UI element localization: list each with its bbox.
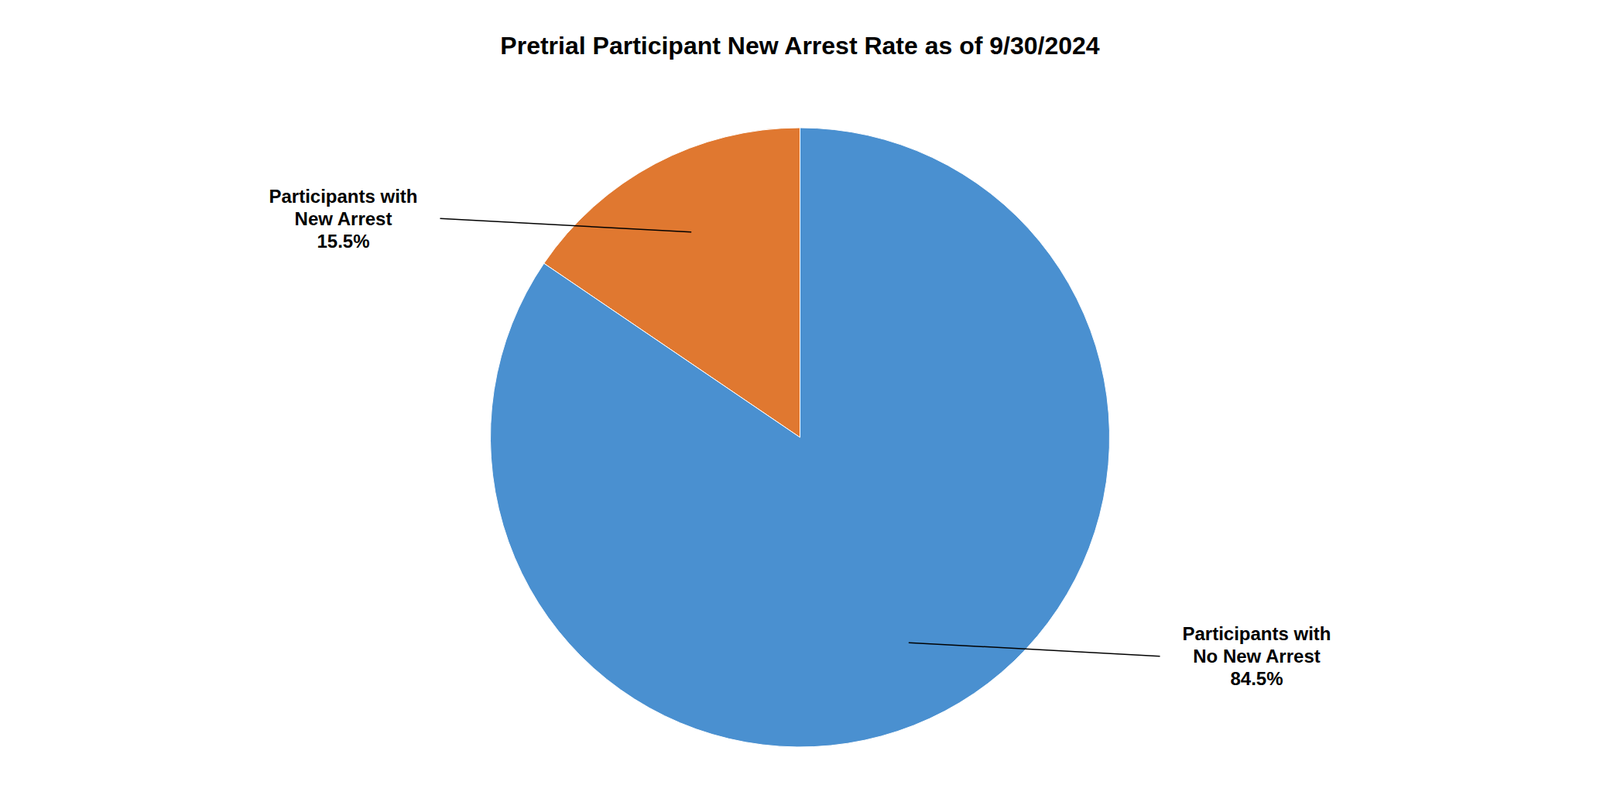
data-label-line: New Arrest (294, 208, 393, 230)
data-label-line: 84.5% (1229, 668, 1283, 689)
leader-line (440, 218, 693, 233)
leader-line (908, 642, 1161, 657)
data-label-line: 15.5% (316, 230, 370, 252)
pie-slice (490, 127, 1111, 747)
data-label: Participants withNew Arrest15.5% (268, 185, 418, 252)
data-label: Participants withNo New Arrest84.5% (1182, 623, 1331, 689)
data-label-line: Participants with (268, 185, 418, 207)
title: Pretrial Participant New Arrest Rate as … (500, 31, 1100, 60)
chart: Pretrial Participant New Arrest Rate as … (0, 0, 1600, 802)
pie: Participants withNew Arrest15.5%Particip… (268, 127, 1331, 747)
data-label-line: Participants with (1182, 623, 1331, 645)
data-label-line: No New Arrest (1192, 645, 1320, 667)
